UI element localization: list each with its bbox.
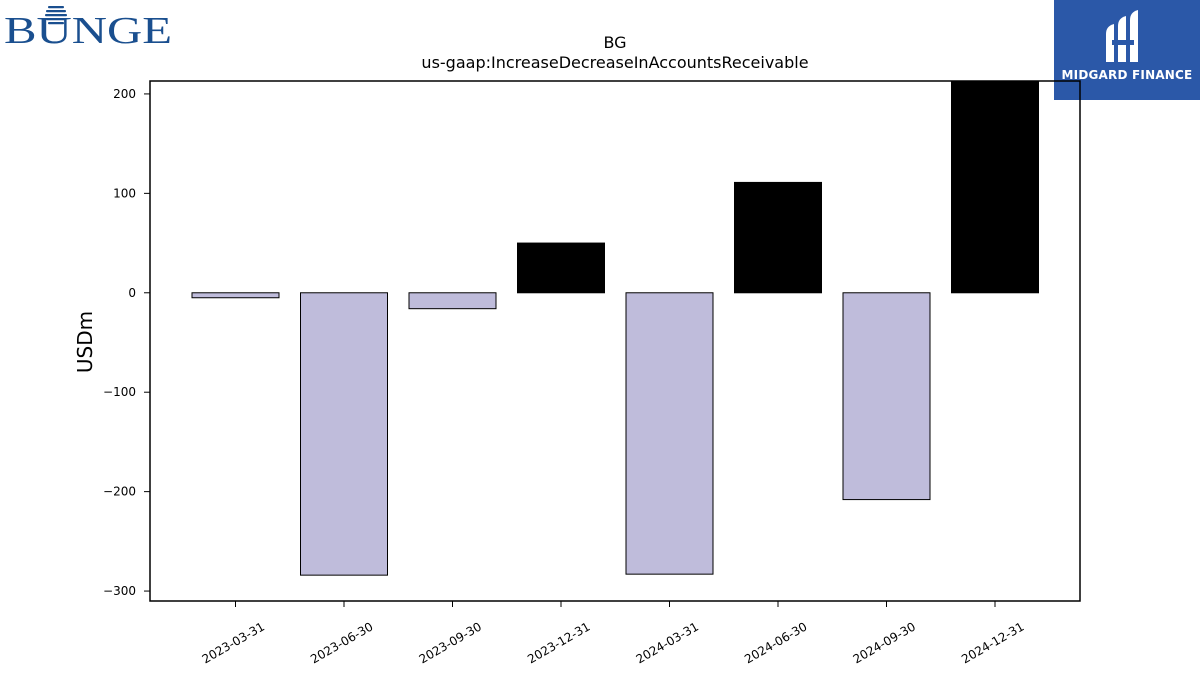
x-tick-label: 2024-03-31 (634, 619, 701, 666)
y-axis-ticks: 200 100 0 −100 −200 −300 (103, 87, 150, 598)
y-tick-label: 200 (113, 87, 136, 101)
x-tick-label: 2024-09-30 (851, 619, 918, 666)
x-tick-label: 2023-03-31 (200, 619, 267, 666)
x-tick-label: 2024-12-31 (959, 619, 1026, 666)
x-tick-label: 2023-12-31 (525, 619, 592, 666)
midgard-finance-logo: MIDGARD FINANCE (1054, 0, 1200, 100)
bar-2023-09-30 (408, 292, 497, 310)
y-axis-label: USDm (73, 311, 97, 373)
bunge-logo: BUNGE (4, 6, 172, 46)
y-tick-label: 100 (113, 186, 136, 200)
y-tick-label: −100 (103, 385, 136, 399)
bar-2023-12-31 (517, 242, 605, 294)
bar-2024-03-31 (625, 292, 714, 575)
y-tick-label: −300 (103, 584, 136, 598)
bars-group (191, 80, 1039, 576)
bar-2024-09-30 (842, 292, 931, 501)
bunge-sun-icon (45, 6, 67, 25)
bar-2023-06-30 (300, 292, 388, 576)
plot-frame (149, 80, 1081, 602)
bar-2024-12-31 (951, 80, 1039, 294)
chart-subtitle: us-gaap:IncreaseDecreaseInAccountsReceiv… (421, 53, 808, 72)
y-tick-label: −200 (103, 485, 136, 499)
bunge-wordmark: BUNGE (4, 10, 172, 46)
x-tick-label: 2024-06-30 (742, 619, 809, 666)
bar-2023-03-31 (191, 292, 280, 299)
midgard-mark-icon (1106, 10, 1138, 62)
x-axis-ticks: 2023-03-31 2023-06-30 2023-09-30 2023-12-31… (200, 601, 1027, 666)
x-tick-label: 2023-09-30 (417, 619, 484, 666)
y-tick-label: 0 (128, 286, 136, 300)
midgard-wordmark: MIDGARD FINANCE (1061, 68, 1193, 82)
x-tick-label: 2023-06-30 (308, 619, 375, 666)
bar-2024-06-30 (734, 181, 822, 294)
chart-title: BG (603, 33, 626, 52)
